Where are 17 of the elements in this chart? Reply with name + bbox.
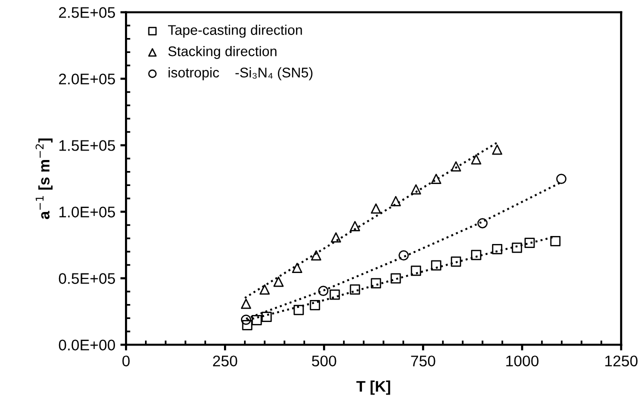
legend-label: isotropic -Si₃N₄ (SN5) (168, 67, 312, 80)
x-tick-label: 0 (122, 356, 130, 366)
y-tick-label: 2.5E+05 (59, 7, 115, 18)
y-tick-label: 1.5E+05 (59, 140, 115, 151)
x-tick-label: 500 (312, 356, 336, 366)
legend-label: Tape-casting direction (168, 24, 302, 38)
y-tick-label: 2.0E+05 (59, 74, 115, 84)
x-tick-label: 250 (213, 356, 238, 366)
x-tick-label: 1000 (506, 356, 539, 366)
y-tick-label: 0.5E+05 (58, 273, 115, 284)
x-axis-title: T [K] (356, 380, 390, 395)
y-tick-label: 0.0E+00 (58, 340, 116, 350)
legend-label: Stacking direction (168, 46, 276, 59)
y-axis-title: a$^{−1}$ [s m$^{−2}$] (36, 138, 53, 220)
x-tick-label: 1250 (605, 356, 638, 366)
x-tick-label: 750 (411, 356, 436, 366)
y-tick-label: 1.0E+05 (59, 206, 115, 218)
